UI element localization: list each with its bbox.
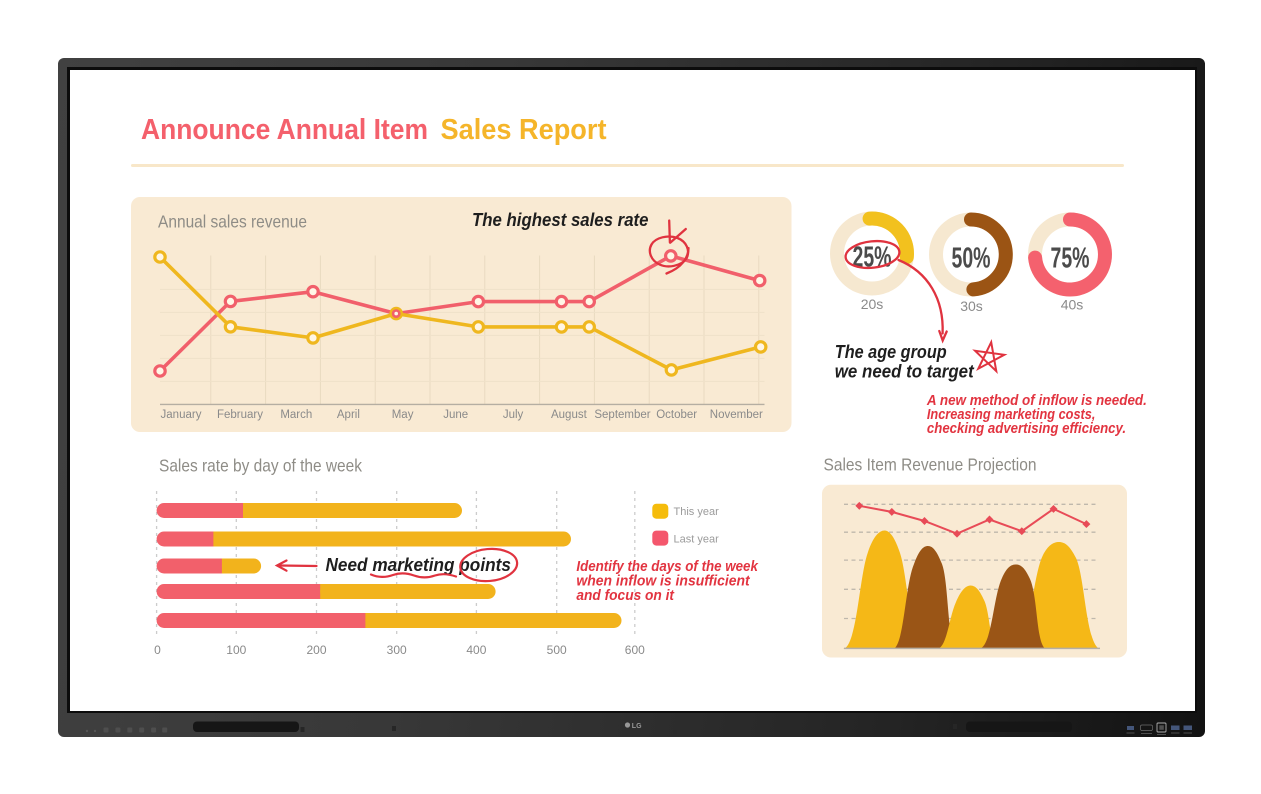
svg-text:400: 400 (466, 643, 486, 657)
svg-text:January: January (161, 409, 202, 421)
svg-text:100: 100 (226, 643, 246, 657)
svg-text:20s: 20s (861, 296, 884, 312)
svg-text:when inflow is insufficient: when inflow is insufficient (576, 573, 750, 590)
svg-text:Sales rate by day of the week: Sales rate by day of the week (159, 456, 362, 476)
svg-text:600: 600 (625, 643, 645, 657)
svg-text:February: February (217, 409, 263, 421)
svg-text:40s: 40s (1061, 297, 1084, 313)
svg-text:Sales Report: Sales Report (441, 113, 608, 145)
svg-text:November: November (710, 409, 763, 421)
svg-text:October: October (656, 409, 697, 421)
svg-text:A new method of inflow is need: A new method of inflow is needed. (926, 392, 1147, 409)
svg-text:75%: 75% (1051, 243, 1090, 275)
svg-text:April: April (337, 409, 360, 421)
svg-text:Last year: Last year (674, 534, 720, 546)
svg-text:0: 0 (154, 643, 161, 657)
svg-text:Need marketing points: Need marketing points (326, 555, 511, 575)
svg-text:The age group: The age group (835, 342, 947, 362)
svg-text:June: June (443, 409, 468, 421)
svg-text:and focus on it: and focus on it (576, 587, 675, 604)
svg-text:August: August (551, 409, 588, 421)
svg-text:May: May (392, 409, 414, 421)
svg-text:200: 200 (306, 643, 326, 657)
svg-text:September: September (594, 409, 650, 421)
svg-text:checking advertising efficienc: checking advertising efficiency. (927, 420, 1126, 437)
svg-text:March: March (280, 409, 312, 421)
svg-text:30s: 30s (960, 298, 983, 314)
svg-text:Annual sales revenue: Annual sales revenue (158, 212, 307, 232)
svg-text:Sales Item Revenue Projection: Sales Item Revenue Projection (824, 455, 1037, 475)
svg-text:500: 500 (547, 643, 567, 657)
svg-text:we need to target: we need to target (835, 362, 975, 382)
svg-text:Announce Annual Item: Announce Annual Item (141, 113, 428, 145)
svg-text:LG: LG (632, 723, 642, 730)
svg-text:The highest sales rate: The highest sales rate (472, 210, 649, 230)
svg-text:300: 300 (387, 643, 407, 657)
svg-text:Increasing marketing costs,: Increasing marketing costs, (927, 406, 1096, 423)
svg-text:This year: This year (674, 506, 720, 518)
svg-text:Identify the days of the week: Identify the days of the week (576, 558, 758, 575)
svg-text:July: July (503, 409, 524, 421)
svg-text:50%: 50% (952, 243, 991, 275)
